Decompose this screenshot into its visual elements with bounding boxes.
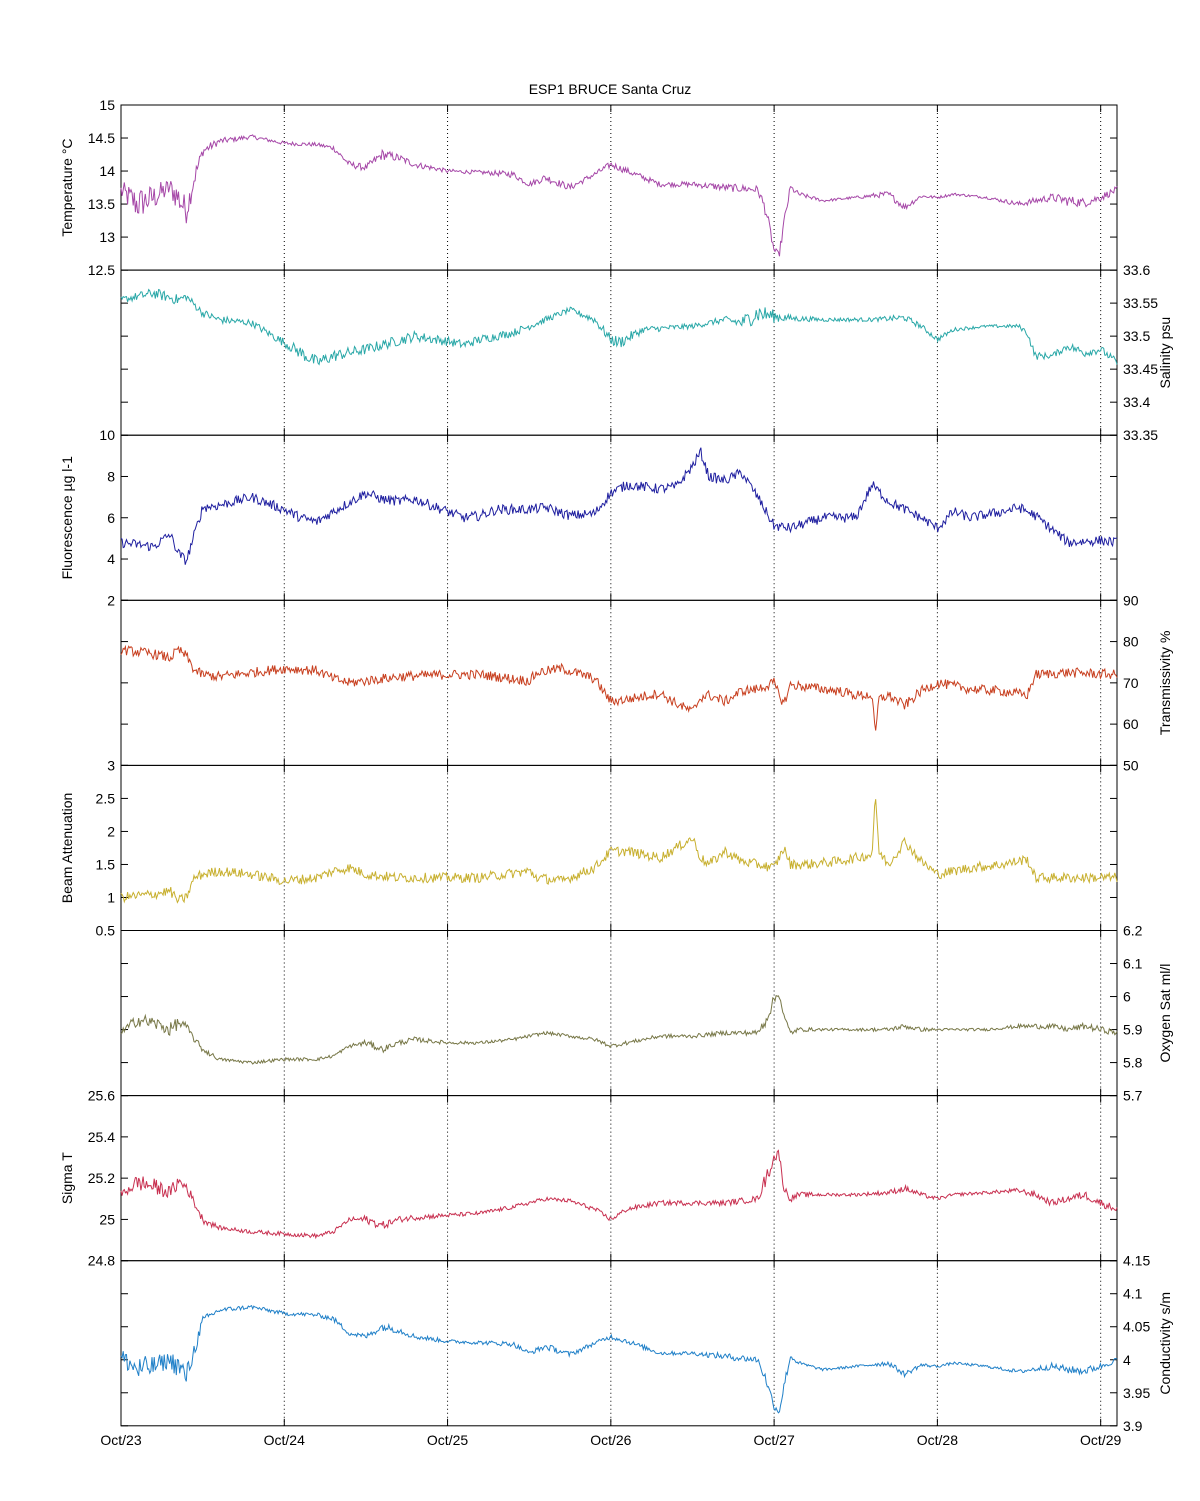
y-tick-label: 0.5	[96, 923, 116, 939]
panel-transmissivity: 50 60 70 80 90 Transmissivity %	[120, 592, 1173, 773]
y-tick-label: 90	[1123, 592, 1139, 608]
panel-frame	[120, 599, 1118, 766]
y-tick-label: 4.1	[1123, 1286, 1143, 1302]
y-tick-label: 33.4	[1123, 394, 1150, 410]
x-tick-label: Oct/25	[427, 1432, 468, 1448]
series-line-transmissivity	[120, 644, 1118, 731]
y-tick-label: 33.5	[1123, 328, 1150, 344]
x-tick-label: Oct/26	[590, 1432, 631, 1448]
y-tick-label: 33.6	[1123, 262, 1150, 278]
y-tick-label: 6	[107, 510, 115, 526]
y-axis-title: Oxygen Sat ml/l	[1157, 964, 1173, 1063]
y-tick-label: 60	[1123, 716, 1139, 732]
x-tick-label: Oct/24	[264, 1432, 305, 1448]
y-tick-labels: 2 4 6 8 10	[99, 427, 115, 608]
y-tick-label: 13	[99, 229, 115, 245]
panel-fluorescence: 2 4 6 8 10 Fluorescence µg l-1	[59, 427, 1118, 608]
y-tick-label: 6	[1123, 989, 1131, 1005]
y-tick-label: 80	[1123, 634, 1139, 650]
series-line-temperature	[120, 134, 1118, 257]
y-axis-title: Conductivity s/m	[1157, 1292, 1173, 1395]
y-tick-label: 25	[99, 1211, 115, 1227]
y-tick-label: 12.5	[88, 262, 115, 278]
y-tick-label: 2	[107, 592, 115, 608]
y-tick-labels: 5.7 5.8 5.9 6 6.1 6.2	[1123, 923, 1143, 1104]
y-axis-title: Temperature °C	[59, 138, 75, 236]
x-axis: Oct/23 Oct/24 Oct/25 Oct/26 Oct/27 Oct/28 Oct/…	[100, 1432, 1121, 1448]
panel-frame	[120, 1095, 1118, 1262]
y-tick-label: 14.5	[88, 130, 115, 146]
series-line-sigma_t	[120, 1149, 1118, 1240]
y-tick-label: 10	[99, 427, 115, 443]
y-tick-label: 2.5	[96, 790, 116, 806]
y-tick-labels: 0.5 1 1.5 2 2.5 3	[96, 757, 116, 938]
panel-temperature: 12.5 13 13.5 14 14.5 15 Temperature °C	[59, 97, 1118, 278]
y-tick-labels: 12.5 13 13.5 14 14.5 15	[88, 97, 115, 278]
y-tick-label: 4.15	[1123, 1253, 1150, 1269]
y-tick-label: 4.05	[1123, 1319, 1150, 1335]
y-tick-label: 5.7	[1123, 1088, 1143, 1104]
y-tick-label: 2	[107, 823, 115, 839]
y-tick-labels: 24.8 25 25.2 25.4 25.6	[88, 1088, 115, 1269]
x-tick-label: Oct/27	[753, 1432, 794, 1448]
chart-title: ESP1 BRUCE Santa Cruz	[529, 81, 692, 97]
y-tick-label: 4	[1123, 1352, 1131, 1368]
series-line-salinity	[120, 288, 1118, 366]
y-tick-label: 25.6	[88, 1088, 115, 1104]
panel-beam_attenuation: 0.5 1 1.5 2 2.5 3 Beam Attenuation	[59, 757, 1118, 939]
panel-oxygen_sat: 5.7 5.8 5.9 6 6.1 6.2 Oxygen Sat ml/l	[120, 923, 1173, 1104]
y-tick-label: 5.9	[1123, 1022, 1143, 1038]
panel-frame	[120, 269, 1118, 436]
y-tick-label: 14	[99, 163, 115, 179]
x-tick-label: Oct/29	[1080, 1432, 1121, 1448]
panel-conductivity: 3.9 3.95 4 4.05 4.1 4.15 Conductivity s/m	[120, 1253, 1173, 1434]
y-tick-label: 1.5	[96, 856, 116, 872]
y-axis-title: Beam Attenuation	[59, 793, 75, 904]
series-line-fluorescence	[120, 447, 1118, 565]
y-tick-label: 33.45	[1123, 361, 1158, 377]
y-tick-label: 1	[107, 889, 115, 905]
y-axis-title: Transmissivity %	[1157, 631, 1173, 736]
y-tick-label: 6.2	[1123, 923, 1143, 939]
panel-sigma_t: 24.8 25 25.2 25.4 25.6 Sigma T	[59, 1088, 1118, 1269]
y-tick-labels: 50 60 70 80 90	[1123, 592, 1139, 773]
series-line-oxygen_sat	[120, 994, 1118, 1065]
y-tick-label: 13.5	[88, 196, 115, 212]
panel-frame	[120, 1260, 1118, 1427]
y-axis-title: Fluorescence µg l-1	[59, 456, 75, 579]
y-tick-label: 33.55	[1123, 295, 1158, 311]
x-tick-label: Oct/23	[100, 1432, 141, 1448]
y-tick-label: 50	[1123, 757, 1139, 773]
y-tick-label: 25.2	[88, 1170, 115, 1186]
series-line-conductivity	[120, 1305, 1118, 1414]
y-tick-labels: 33.35 33.4 33.45 33.5 33.55 33.6	[1123, 262, 1158, 443]
y-tick-label: 25.4	[88, 1129, 115, 1145]
y-tick-labels: 3.9 3.95 4 4.05 4.1 4.15	[1123, 1253, 1150, 1434]
panel-frame	[120, 104, 1118, 271]
y-tick-label: 3.9	[1123, 1418, 1143, 1434]
y-tick-label: 3	[107, 757, 115, 773]
y-tick-label: 33.35	[1123, 427, 1158, 443]
y-tick-label: 6.1	[1123, 956, 1143, 972]
y-tick-label: 3.95	[1123, 1385, 1150, 1401]
series-line-beam_attenuation	[120, 799, 1118, 904]
y-tick-label: 24.8	[88, 1253, 115, 1269]
panel-salinity: 33.35 33.4 33.45 33.5 33.55 33.6 Salinity psu	[120, 262, 1173, 443]
y-tick-label: 5.8	[1123, 1055, 1143, 1071]
y-tick-label: 8	[107, 468, 115, 484]
y-tick-label: 70	[1123, 675, 1139, 691]
y-axis-title: Salinity psu	[1157, 317, 1173, 389]
panel-frame	[120, 930, 1118, 1097]
y-axis-title: Sigma T	[59, 1152, 75, 1204]
y-tick-label: 4	[107, 551, 115, 567]
x-tick-label: Oct/28	[917, 1432, 958, 1448]
panel-frame	[120, 764, 1118, 932]
y-tick-label: 15	[99, 97, 115, 113]
